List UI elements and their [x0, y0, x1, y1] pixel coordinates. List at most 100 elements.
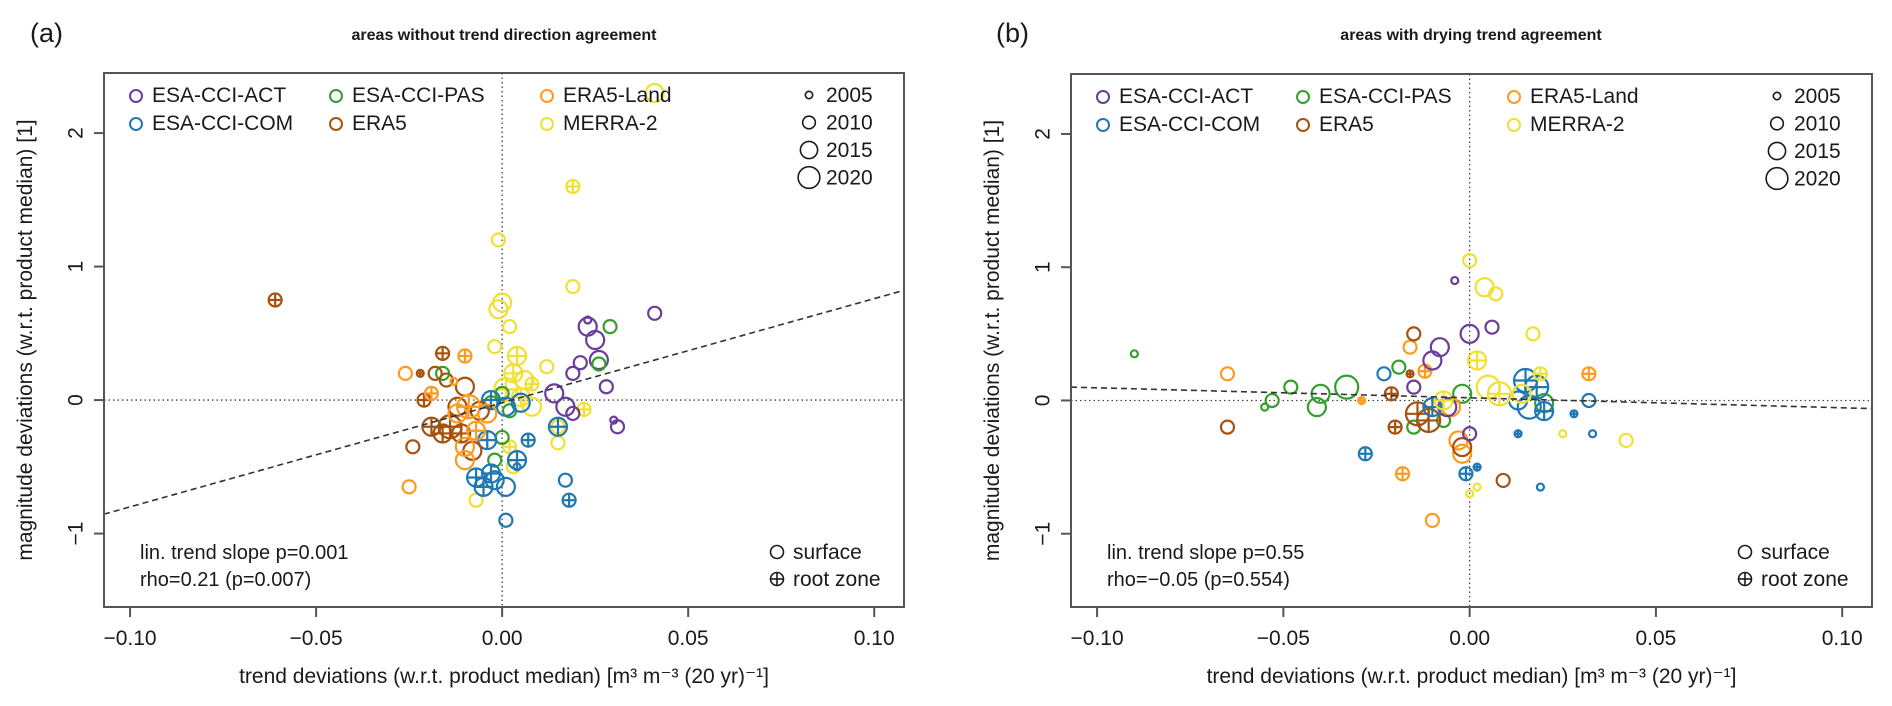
- legend-label-surface: surface: [1761, 541, 1830, 564]
- legend-label-year-2010: 2010: [826, 112, 873, 135]
- data-point-esa-cci-act: [565, 365, 581, 381]
- data-point-esa-cci-act: [572, 355, 588, 371]
- y-axis-label: magnitude deviations (w.r.t. product med…: [981, 120, 1004, 561]
- data-point-era5-land: [449, 376, 459, 386]
- data-point-merra-2: [1486, 381, 1513, 407]
- data-point-esa-cci-act: [647, 305, 663, 321]
- data-point-era5: [1495, 472, 1511, 489]
- legend-label-esa-cci-act: ESA-CCI-ACT: [1119, 85, 1253, 108]
- data-point-esa-cci-com: [1534, 401, 1555, 422]
- legend-label-year-2005: 2005: [1794, 85, 1841, 108]
- legend-label-merra-2: MERRA-2: [563, 112, 658, 135]
- data-point-esa-cci-pas: [602, 319, 618, 335]
- x-tick-labels: −0.10 −0.05 0.00 0.05 0.10: [103, 627, 894, 650]
- legend-marker-era5-land: [1507, 90, 1521, 104]
- data-point-era5-land: [1402, 339, 1418, 355]
- x-tick-label: −0.10: [1071, 627, 1124, 650]
- data-point-esa-cci-com: [1587, 429, 1598, 439]
- data-point-era5-land: [1452, 443, 1473, 464]
- data-point-esa-cci-com: [1376, 366, 1392, 382]
- data-point-esa-cci-com: [1472, 462, 1482, 472]
- y-axis-label: magnitude deviations (w.r.t. product med…: [14, 119, 37, 560]
- data-point-merra-2: [550, 435, 566, 451]
- data-point-esa-cci-pas: [1334, 374, 1360, 400]
- root-zone-marker-icon: [769, 571, 785, 587]
- data-point-esa-cci-act: [544, 383, 565, 404]
- trend-line: [104, 289, 904, 515]
- legend-label-year-2020: 2020: [1794, 168, 1841, 191]
- data-point-era5-land: [477, 403, 498, 424]
- plot-frame: [103, 72, 905, 608]
- data-point-esa-cci-act: [1459, 323, 1480, 344]
- data-point-esa-cci-act: [598, 379, 614, 395]
- legend-marker-esa-cci-com: [1096, 118, 1110, 132]
- plot-frame: [1070, 73, 1873, 608]
- data-point-era5: [427, 365, 443, 381]
- data-point-era5: [415, 368, 425, 378]
- y-tick-labels: −1 0 1 2: [65, 127, 88, 545]
- annotation-rho: rho=0.21 (p=0.007): [140, 569, 311, 591]
- legend-label-year-2005: 2005: [826, 84, 873, 107]
- legend-marker-era5: [329, 117, 343, 131]
- annotation-trend-slope: lin. trend slope p=0.55: [1107, 542, 1304, 564]
- legend-marker-era5: [1296, 118, 1310, 132]
- panel-label: (a): [30, 18, 63, 48]
- legend-marker-year-2020: [797, 165, 821, 190]
- data-point-merra-2: [488, 299, 509, 320]
- data-point-era5-land: [397, 365, 413, 381]
- data-point-era5: [1405, 369, 1415, 379]
- data-point-esa-cci-pas: [1129, 349, 1139, 359]
- data-point-esa-cci-com: [561, 492, 577, 508]
- data-point-era5-land: [401, 479, 417, 495]
- data-point-era5: [432, 423, 453, 444]
- data-point-esa-cci-pas: [1260, 402, 1270, 412]
- legend-label-root-zone: root zone: [793, 568, 881, 591]
- x-tick-label: −0.05: [290, 627, 343, 650]
- legend-label-root-zone: root zone: [1761, 568, 1849, 591]
- legend-marker-year-2010: [801, 115, 817, 130]
- legend-label-surface: surface: [793, 541, 862, 564]
- data-point-merra-2: [501, 319, 518, 335]
- data-point-era5: [267, 292, 283, 308]
- legend-marker-merra-2: [540, 117, 554, 131]
- annotation-trend-slope: lin. trend slope p=0.001: [140, 542, 349, 564]
- data-point-era5-land: [1356, 395, 1367, 406]
- x-axis-label: trend deviations (w.r.t. product median)…: [1207, 665, 1737, 688]
- data-point-esa-cci-com: [1516, 394, 1542, 420]
- data-point-merra-2: [1618, 432, 1634, 449]
- legend-label-era5-land: ERA5-Land: [1530, 85, 1639, 108]
- data-point-esa-cci-act: [585, 329, 606, 351]
- legend-label-merra-2: MERRA-2: [1530, 113, 1625, 136]
- data-point-esa-cci-pas: [1264, 392, 1280, 409]
- panel-title: areas with drying trend agreement: [1340, 27, 1602, 44]
- data-point-esa-cci-pas: [1283, 379, 1299, 395]
- data-point-esa-cci-act: [583, 315, 593, 325]
- y-tick-label: 1: [65, 261, 88, 273]
- legend-marker-year-2005: [1772, 91, 1782, 101]
- data-point-merra-2: [490, 232, 507, 248]
- data-point-esa-cci-com: [473, 476, 494, 497]
- data-point-esa-cci-com: [498, 512, 514, 528]
- data-point-merra-2: [1488, 286, 1504, 302]
- data-point-era5: [438, 372, 454, 388]
- data-point-merra-2: [521, 396, 543, 417]
- data-point-esa-cci-act: [1462, 426, 1478, 442]
- data-point-esa-cci-com: [1535, 482, 1546, 492]
- x-tick-label: 0.00: [1449, 627, 1490, 650]
- root-zone-marker-icon: [1737, 571, 1753, 587]
- plot-inner: [104, 73, 904, 607]
- data-point-esa-cci-com: [495, 396, 516, 417]
- surface-marker-icon: [769, 544, 785, 560]
- data-point-merra-2: [1462, 252, 1478, 269]
- data-point-era5: [405, 439, 421, 455]
- data-point-esa-cci-com: [512, 462, 522, 472]
- legend-marker-esa-cci-pas: [329, 89, 343, 103]
- data-point-era5-land: [447, 403, 468, 424]
- legend-label-esa-cci-pas: ESA-CCI-PAS: [1319, 85, 1452, 108]
- panel-b: (b) areas with drying trend agreement ES…: [981, 18, 1873, 688]
- data-point-merra-2: [524, 376, 540, 392]
- data-point-esa-cci-com: [510, 392, 531, 413]
- data-point-esa-cci-act: [609, 419, 626, 435]
- panel-title: areas without trend direction agreement: [352, 27, 658, 44]
